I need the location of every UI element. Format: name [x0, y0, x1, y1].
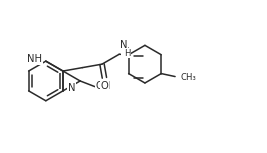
Text: O: O: [101, 81, 108, 91]
Text: H: H: [122, 47, 128, 56]
Text: NH: NH: [27, 54, 42, 64]
Text: N: N: [68, 83, 75, 93]
Text: CH₃: CH₃: [180, 73, 196, 82]
Text: OH: OH: [96, 81, 111, 91]
Text: N: N: [120, 40, 128, 50]
Text: H: H: [124, 49, 131, 58]
